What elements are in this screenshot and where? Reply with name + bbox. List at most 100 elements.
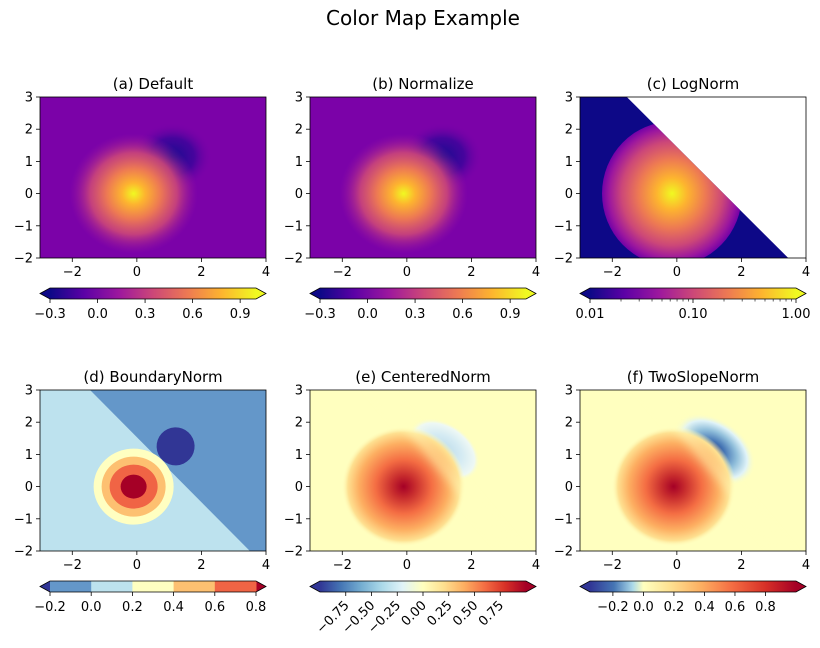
peak-blob bbox=[339, 133, 468, 254]
under-contour bbox=[156, 427, 195, 466]
colorbar-bin bbox=[91, 581, 133, 592]
colorbar-over-extension bbox=[796, 288, 806, 299]
panel-b: (b) Normalize −2 0 2 4 3 2 1 0 −1 −2 −0.3 0.0 0.3 0.6 0… bbox=[284, 75, 540, 322]
colorbar-tick-label: 0.3 bbox=[135, 307, 156, 322]
x-tick-label: 4 bbox=[262, 265, 270, 280]
colorbar-tick-label: 0.00 bbox=[399, 598, 430, 629]
colorbar-gradient bbox=[320, 288, 526, 299]
colorbar-gradient bbox=[320, 581, 526, 592]
colorbar-tick-label: 0.01 bbox=[576, 307, 605, 322]
y-tick-label: 2 bbox=[295, 416, 303, 431]
panels-group: (a) Default −2 0 2 4 3 2 1 0 −1 −2 −0.3 0.0 0.3 0.6 0.9… bbox=[14, 75, 811, 637]
panel-title: (a) Default bbox=[113, 75, 194, 93]
colorbar-gradient bbox=[590, 581, 796, 592]
colorbar-tick-label: 0.0 bbox=[87, 307, 108, 322]
axes-frame bbox=[39, 96, 267, 259]
y-tick-label: 1 bbox=[295, 448, 303, 463]
colorbar-tick-label: 0.0 bbox=[81, 600, 102, 615]
heatmap-area bbox=[580, 390, 806, 551]
axes-frame bbox=[309, 389, 537, 552]
colorbar-gradient bbox=[50, 288, 256, 299]
y-tick-label: 0 bbox=[295, 480, 303, 495]
colorbar-under-extension bbox=[40, 581, 50, 592]
colorbar-bin bbox=[132, 581, 175, 592]
colorbar-over-extension bbox=[526, 581, 536, 592]
y-tick-label: −1 bbox=[14, 219, 33, 234]
x-tick-label: 4 bbox=[532, 558, 540, 573]
colorbar-bin bbox=[50, 581, 92, 592]
colorbar: −0.2 0.0 0.2 0.4 0.6 0.8 bbox=[579, 580, 807, 615]
colorbar-over-extension bbox=[256, 581, 266, 592]
y-tick-label: 2 bbox=[25, 416, 33, 431]
colorbar-tick-label: 0.4 bbox=[163, 600, 184, 615]
contour-0-8 bbox=[120, 474, 147, 499]
colorbar-tick-label: 0.9 bbox=[500, 307, 521, 322]
panel-c: (c) LogNorm −2 0 2 4 3 2 1 0 −1 −2 0.01 0.10 1.00 bbox=[554, 75, 811, 322]
colorbar-tick-label: 1.00 bbox=[782, 307, 811, 322]
colorbar-outline bbox=[309, 580, 537, 593]
panel-title: (c) LogNorm bbox=[647, 75, 739, 93]
x-tick-label: 0 bbox=[673, 265, 681, 280]
x-tick-label: 0 bbox=[403, 558, 411, 573]
colorbar-over-extension bbox=[796, 581, 806, 592]
colorbar-tick-label: 0.3 bbox=[405, 307, 426, 322]
colorbar-bin bbox=[214, 581, 257, 592]
colorbar: −0.75−0.50−0.250.000.250.500.75 bbox=[309, 580, 537, 637]
colorbar-tick-label: 0.10 bbox=[679, 307, 708, 322]
x-tick-label: 0 bbox=[133, 265, 141, 280]
axes-frame bbox=[309, 96, 537, 259]
y-tick-label: −2 bbox=[554, 252, 573, 267]
x-tick-label: 0 bbox=[133, 558, 141, 573]
x-tick-label: 4 bbox=[802, 558, 810, 573]
colorbar-bin bbox=[173, 581, 216, 592]
colorbar-over-extension bbox=[526, 288, 536, 299]
colorbar: 0.01 0.10 1.00 bbox=[576, 287, 811, 322]
x-tick-label: −2 bbox=[603, 558, 622, 573]
colorbar-tick-label: 0.6 bbox=[204, 600, 225, 615]
colorbar-tick-label: −0.2 bbox=[597, 600, 629, 615]
colorbar-tick-label: 0.2 bbox=[664, 600, 685, 615]
zero-band bbox=[373, 390, 518, 551]
y-tick-label: 0 bbox=[565, 480, 573, 495]
panel-d: (d) BoundaryNorm −2 0 2 4 3 2 1 0 −1 −2 −0.2 0.0 0.2 0… bbox=[14, 368, 270, 615]
colorbar-tick-label: 0.50 bbox=[450, 598, 481, 629]
x-tick-label: −2 bbox=[63, 558, 82, 573]
y-tick-label: 3 bbox=[25, 384, 33, 399]
x-tick-label: 2 bbox=[197, 265, 205, 280]
y-tick-label: 2 bbox=[565, 123, 573, 138]
y-tick-label: −2 bbox=[284, 252, 303, 267]
y-tick-label: 1 bbox=[565, 448, 573, 463]
colorbar: −0.2 0.0 0.2 0.4 0.6 0.8 bbox=[34, 580, 267, 615]
axes-frame bbox=[579, 96, 807, 259]
heatmap-area bbox=[310, 97, 536, 258]
y-tick-label: 3 bbox=[25, 91, 33, 106]
peak-blob bbox=[69, 133, 198, 254]
x-tick-label: 4 bbox=[802, 265, 810, 280]
y-tick-label: 1 bbox=[25, 448, 33, 463]
y-tick-label: 3 bbox=[295, 91, 303, 106]
colorbar-tick-label: 0.8 bbox=[755, 600, 776, 615]
y-tick-label: 1 bbox=[25, 155, 33, 170]
heatmap-area bbox=[40, 97, 266, 258]
colorbar-tick-label: 0.6 bbox=[452, 307, 473, 322]
y-tick-label: 3 bbox=[565, 384, 573, 399]
y-tick-label: −2 bbox=[14, 252, 33, 267]
colorbar-over-extension bbox=[256, 288, 266, 299]
colorbar-tick-label: 0.2 bbox=[122, 600, 143, 615]
y-tick-label: −2 bbox=[284, 545, 303, 560]
x-tick-label: 2 bbox=[737, 265, 745, 280]
y-tick-label: 0 bbox=[25, 480, 33, 495]
colorbar-under-extension bbox=[310, 581, 320, 592]
y-tick-label: −1 bbox=[14, 512, 33, 527]
axes-frame bbox=[39, 389, 267, 552]
colorbar-tick-label: 0.9 bbox=[230, 307, 251, 322]
colorbar-under-extension bbox=[580, 288, 590, 299]
colorbar-tick-label: 0.4 bbox=[694, 600, 715, 615]
x-tick-label: −2 bbox=[333, 558, 352, 573]
y-tick-label: 3 bbox=[565, 91, 573, 106]
panel-title: (d) BoundaryNorm bbox=[83, 368, 222, 386]
y-tick-label: 0 bbox=[295, 187, 303, 202]
y-tick-label: 1 bbox=[565, 155, 573, 170]
x-tick-label: 4 bbox=[262, 558, 270, 573]
